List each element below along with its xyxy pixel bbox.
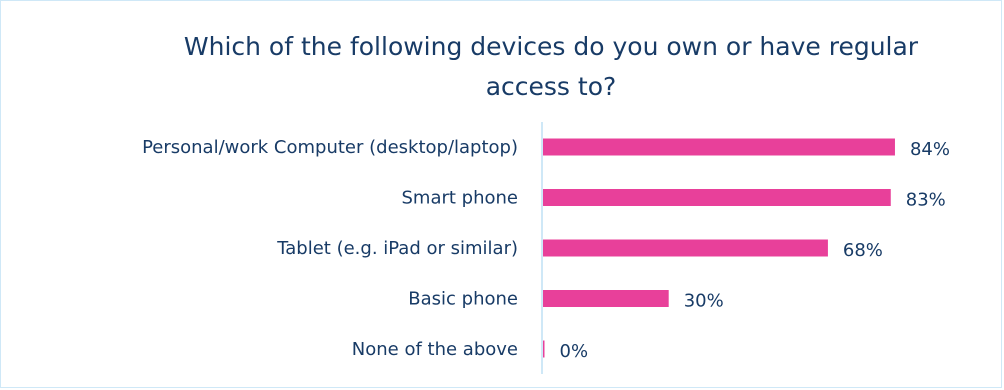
category-label: Personal/work Computer (desktop/laptop)	[142, 137, 518, 158]
bar	[543, 138, 895, 156]
category-label: None of the above	[352, 339, 518, 360]
bar	[543, 189, 891, 206]
chart-title: Which of the following devices do you ow…	[183, 32, 919, 101]
value-label: 84%	[910, 139, 950, 160]
bar	[543, 290, 669, 307]
value-label: 68%	[843, 240, 883, 261]
category-label: Smart phone	[402, 188, 519, 209]
category-label: Basic phone	[408, 289, 518, 310]
value-label: 0%	[560, 341, 589, 362]
bar	[543, 239, 828, 257]
category-label: Tablet (e.g. iPad or similar)	[276, 238, 518, 259]
value-label: 30%	[684, 291, 724, 312]
bar	[543, 340, 545, 358]
value-label: 83%	[906, 190, 946, 211]
